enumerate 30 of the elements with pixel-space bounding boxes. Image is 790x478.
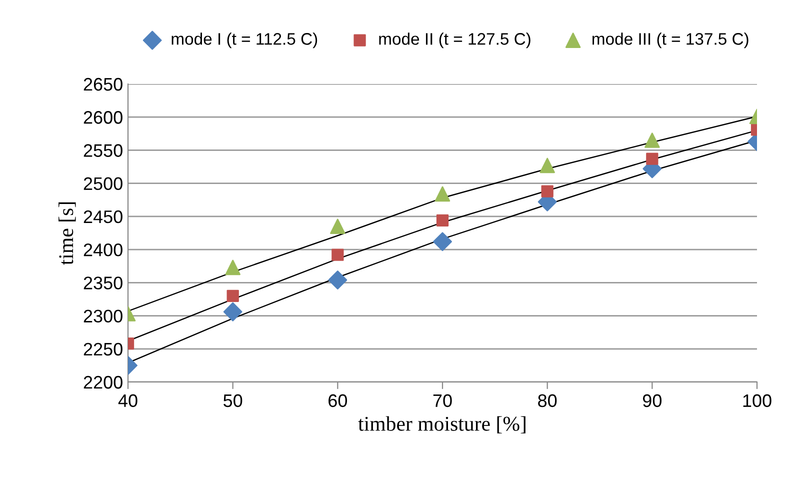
- x-tick-label: 50: [224, 394, 242, 408]
- point: [433, 232, 452, 252]
- y-tick-label: 2650: [84, 78, 122, 91]
- y-tick-label: 2450: [84, 210, 122, 224]
- y-tick-label: 2200: [84, 376, 122, 389]
- x-tick-label: 80: [538, 394, 557, 408]
- legend-label: mode II (t = 127.5 C): [379, 32, 530, 48]
- point: [330, 218, 346, 234]
- x-tick-label: 40: [118, 394, 138, 408]
- point: [541, 185, 554, 198]
- legend-label: mode I (t = 112.5 C): [172, 32, 318, 48]
- x-tick-label: 70: [433, 394, 452, 408]
- x-tick-label: 100: [743, 394, 772, 408]
- y-tick-label: 2500: [84, 177, 122, 190]
- y-tick-label: 2550: [84, 144, 122, 157]
- y-axis-title: time [s]: [58, 202, 76, 265]
- legend-label: mode III (t = 137.5 C): [592, 32, 748, 48]
- y-tick-label: 2400: [84, 243, 122, 256]
- point: [328, 270, 348, 290]
- x-tick-label: 90: [642, 394, 662, 408]
- point: [332, 248, 344, 261]
- y-tick-label: 2350: [84, 276, 122, 290]
- x-axis-title: timber moisture [%]: [358, 416, 526, 434]
- point: [434, 186, 450, 202]
- y-tick-label: 2600: [84, 111, 122, 124]
- y-tick-label: 2300: [84, 310, 122, 322]
- point: [436, 214, 449, 226]
- x-tick-label: 60: [328, 394, 348, 408]
- point: [540, 158, 555, 174]
- y-tick-label: 2250: [84, 342, 122, 356]
